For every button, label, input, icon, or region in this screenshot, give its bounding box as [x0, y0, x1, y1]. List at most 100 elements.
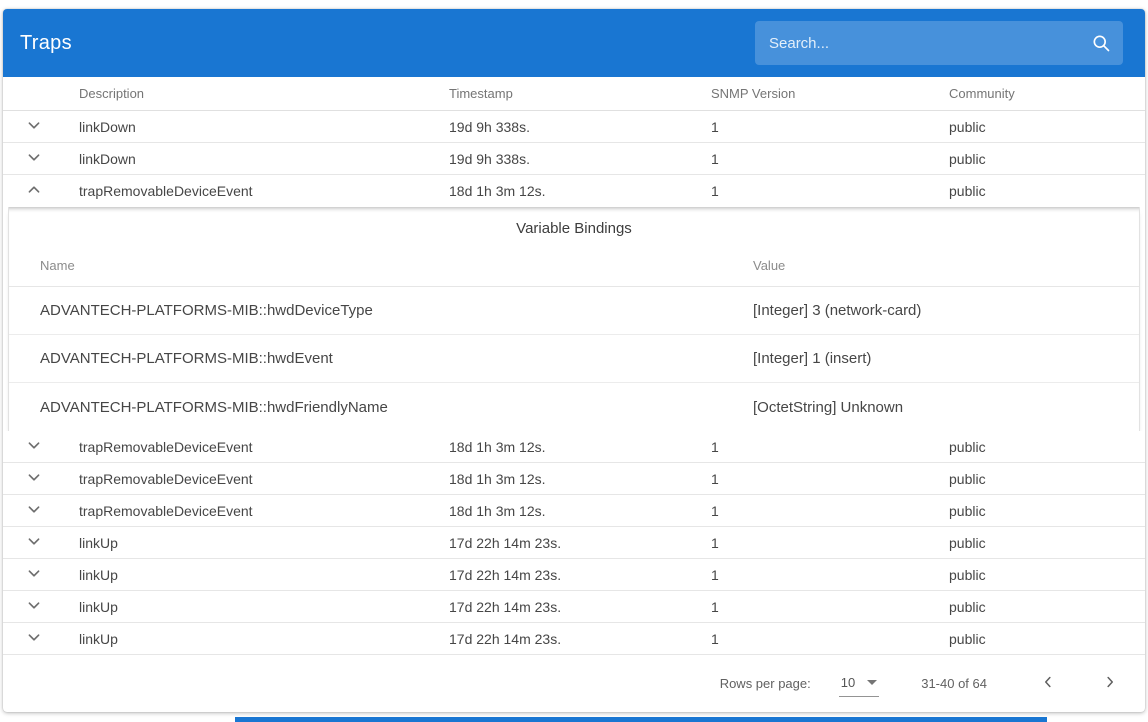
trap-row[interactable]: trapRemovableDeviceEvent 18d 1h 3m 12s. … [3, 463, 1145, 495]
app-bar: Traps [3, 9, 1145, 77]
trap-row[interactable]: linkUp 17d 22h 14m 23s. 1 public [3, 591, 1145, 623]
trap-description: linkUp [79, 598, 118, 615]
next-page-button[interactable] [1097, 669, 1123, 698]
expand-row-button[interactable] [3, 498, 65, 523]
chevron-down-icon [23, 466, 45, 491]
trap-row[interactable]: trapRemovableDeviceEvent 18d 1h 3m 12s. … [3, 495, 1145, 527]
traps-card: Traps Description Timestamp SNMP Version… [3, 9, 1145, 712]
trap-description: trapRemovableDeviceEvent [79, 470, 253, 487]
binding-value: [Integer] 3 (network-card) [753, 302, 922, 319]
caret-down-icon [867, 679, 878, 685]
trap-row[interactable]: linkUp 17d 22h 14m 23s. 1 public [3, 559, 1145, 591]
trap-community: public [949, 534, 986, 551]
binding-row: ADVANTECH-PLATFORMS-MIB::hwdEvent [Integ… [9, 335, 1139, 383]
trap-description: trapRemovableDeviceEvent [79, 183, 253, 199]
trap-community: public [949, 566, 986, 583]
trap-row[interactable]: trapRemovableDeviceEvent 18d 1h 3m 12s. … [3, 175, 1145, 207]
chevron-up-icon [23, 179, 45, 204]
pagination-range-label: 31-40 of 64 [921, 676, 987, 691]
table-body: linkDown 19d 9h 338s. 1 public linkDown … [3, 111, 1145, 655]
expand-row-button[interactable] [3, 626, 65, 651]
expand-row-button[interactable] [3, 434, 65, 459]
trap-snmp-version: 1 [711, 598, 719, 615]
trap-row[interactable]: linkUp 17d 22h 14m 23s. 1 public [3, 623, 1145, 655]
trap-row[interactable]: linkUp 17d 22h 14m 23s. 1 public [3, 527, 1145, 559]
trap-description: linkDown [79, 150, 136, 167]
trap-timestamp: 17d 22h 14m 23s. [449, 534, 562, 551]
binding-name: ADVANTECH-PLATFORMS-MIB::hwdEvent [40, 350, 333, 367]
trap-description: linkUp [79, 534, 118, 551]
binding-row: ADVANTECH-PLATFORMS-MIB::hwdFriendlyName… [9, 383, 1139, 431]
trap-description: linkUp [79, 566, 118, 583]
expand-row-button[interactable] [3, 466, 65, 491]
chevron-left-icon [1039, 673, 1057, 694]
trap-timestamp: 17d 22h 14m 23s. [449, 598, 562, 615]
expand-row-button[interactable] [3, 179, 65, 204]
trap-timestamp: 17d 22h 14m 23s. [449, 630, 562, 647]
pagination-bar: Rows per page: 10 31-40 of 64 [3, 655, 1145, 712]
chevron-down-icon [23, 626, 45, 651]
binding-row: ADVANTECH-PLATFORMS-MIB::hwdDeviceType [… [9, 287, 1139, 335]
rows-per-page-label: Rows per page: [719, 676, 811, 691]
column-header-snmp-version: SNMP Version [711, 86, 796, 101]
expand-row-button[interactable] [3, 146, 65, 171]
trap-description: linkUp [79, 630, 118, 647]
trap-description: trapRemovableDeviceEvent [79, 502, 253, 519]
chevron-down-icon [23, 530, 45, 555]
trap-community: public [949, 470, 986, 487]
chevron-down-icon [23, 594, 45, 619]
rows-per-page-select[interactable]: 10 [838, 671, 880, 697]
trap-row[interactable]: linkDown 19d 9h 338s. 1 public [3, 111, 1145, 143]
previous-page-button[interactable] [1035, 669, 1061, 698]
trap-timestamp: 18d 1h 3m 12s. [449, 470, 546, 487]
trap-community: public [949, 118, 986, 135]
variable-bindings-panel: Variable Bindings Name Value ADVANTECH-P… [8, 207, 1140, 431]
trap-timestamp: 17d 22h 14m 23s. [449, 566, 562, 583]
binding-value: [Integer] 1 (insert) [753, 350, 872, 367]
bindings-column-header-value: Value [753, 258, 786, 273]
table-header-row: Description Timestamp SNMP Version Commu… [3, 77, 1145, 111]
page-title: Traps [20, 31, 72, 54]
chevron-right-icon [1101, 673, 1119, 694]
trap-snmp-version: 1 [711, 566, 719, 583]
trap-snmp-version: 1 [711, 438, 719, 455]
trap-snmp-version: 1 [711, 183, 719, 199]
binding-value: [OctetString] Unknown [753, 398, 904, 416]
chevron-down-icon [23, 114, 45, 139]
trap-row[interactable]: trapRemovableDeviceEvent 18d 1h 3m 12s. … [3, 431, 1145, 463]
trap-description: trapRemovableDeviceEvent [79, 438, 253, 455]
trap-snmp-version: 1 [711, 502, 719, 519]
binding-name: ADVANTECH-PLATFORMS-MIB::hwdDeviceType [40, 302, 373, 319]
trap-community: public [949, 438, 986, 455]
bindings-list: ADVANTECH-PLATFORMS-MIB::hwdDeviceType [… [9, 287, 1139, 431]
expand-row-button[interactable] [3, 530, 65, 555]
bindings-column-header-name: Name [40, 258, 75, 273]
expand-row-button[interactable] [3, 114, 65, 139]
trap-timestamp: 19d 9h 338s. [449, 118, 530, 135]
chevron-down-icon [23, 146, 45, 171]
chevron-down-icon [23, 434, 45, 459]
trap-timestamp: 18d 1h 3m 12s. [449, 438, 546, 455]
search-icon[interactable] [1091, 33, 1111, 53]
chevron-down-icon [23, 562, 45, 587]
trap-community: public [949, 502, 986, 519]
trap-timestamp: 19d 9h 338s. [449, 150, 530, 167]
bindings-header-row: Name Value [9, 245, 1139, 287]
search-input[interactable] [769, 34, 1091, 52]
search-box[interactable] [755, 21, 1123, 65]
trap-snmp-version: 1 [711, 150, 719, 167]
chevron-down-icon [23, 498, 45, 523]
trap-timestamp: 18d 1h 3m 12s. [449, 183, 546, 199]
expand-row-button[interactable] [3, 562, 65, 587]
trap-snmp-version: 1 [711, 534, 719, 551]
trap-snmp-version: 1 [711, 470, 719, 487]
trap-description: linkDown [79, 118, 136, 135]
column-header-community: Community [949, 86, 1015, 101]
trap-row[interactable]: linkDown 19d 9h 338s. 1 public [3, 143, 1145, 175]
trap-snmp-version: 1 [711, 118, 719, 135]
rows-per-page-value: 10 [840, 674, 856, 690]
column-header-timestamp: Timestamp [449, 86, 513, 101]
expand-row-button[interactable] [3, 594, 65, 619]
trap-community: public [949, 598, 986, 615]
